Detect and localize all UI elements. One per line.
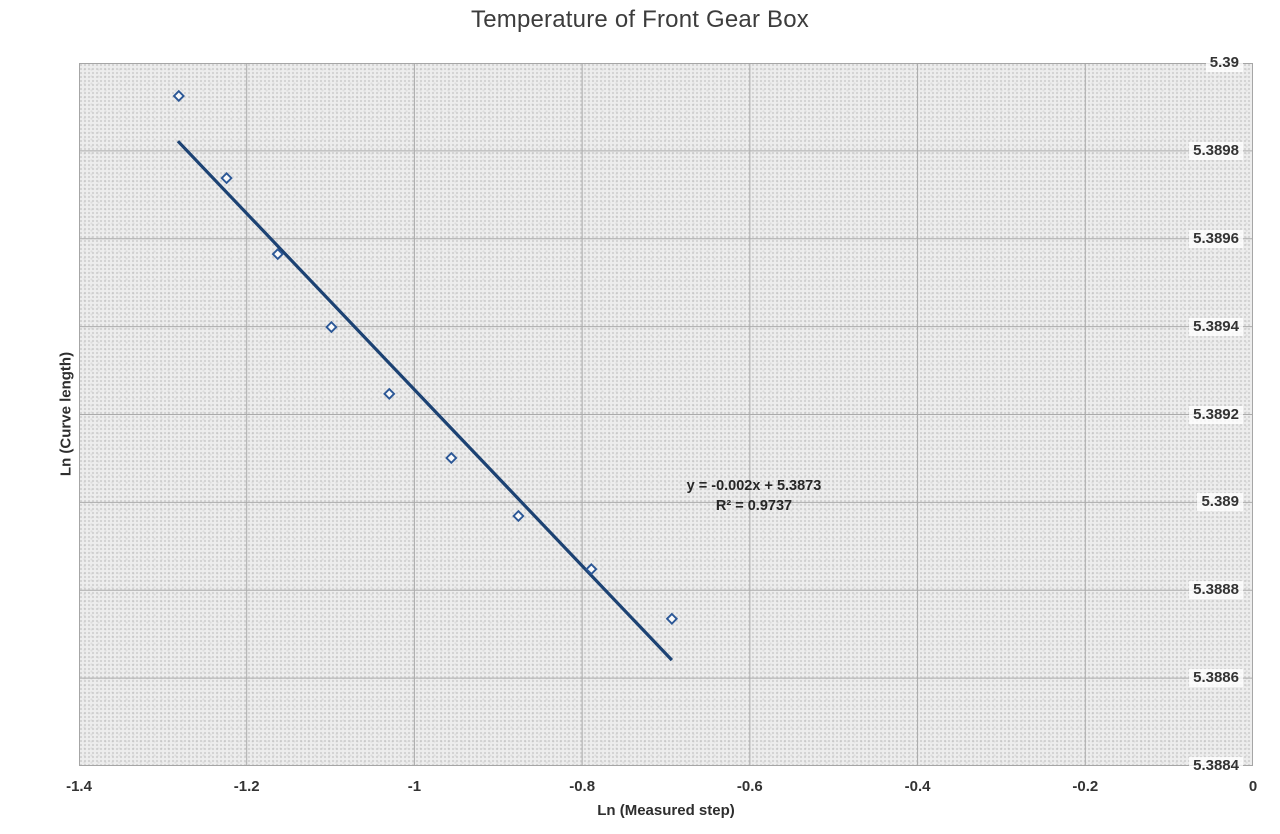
x-tick-label: -1.2 [233,778,260,795]
data-point-marker [585,563,598,576]
data-point-marker [271,247,284,261]
data-point-marker [325,320,338,334]
data-point-marker [383,387,396,400]
trendline-equation: y = -0.002x + 5.3873 [686,478,822,494]
plot-canvas [79,63,1253,766]
trendline [176,140,674,662]
data-point-marker [445,451,458,465]
data-point-marker [512,509,525,523]
x-tick-label: 0 [1248,778,1258,795]
x-tick-label: -0.4 [904,778,931,795]
y-axis-title: Ln (Curve length) [57,351,75,477]
data-point-marker [665,612,679,625]
x-tick-label: -0.2 [1072,778,1099,795]
x-tick-label: -1.4 [66,778,92,795]
x-axis-title: Ln (Measured step) [597,802,735,819]
data-point-marker [172,89,185,103]
x-tick-label: -0.8 [569,778,596,795]
trendline-label: y = -0.002x + 5.3873 R² = 0.9737 [687,476,822,516]
data-point-marker [220,171,233,185]
trendline-r-squared: R² = 0.9737 [715,498,793,514]
plot-border [79,63,1253,766]
x-tick-label: -1 [407,778,422,795]
chart-title: Temperature of Front Gear Box [471,6,809,33]
x-tick-label: -0.6 [736,778,763,795]
plot-area: y = -0.002x + 5.3873 R² = 0.9737 [79,63,1253,766]
